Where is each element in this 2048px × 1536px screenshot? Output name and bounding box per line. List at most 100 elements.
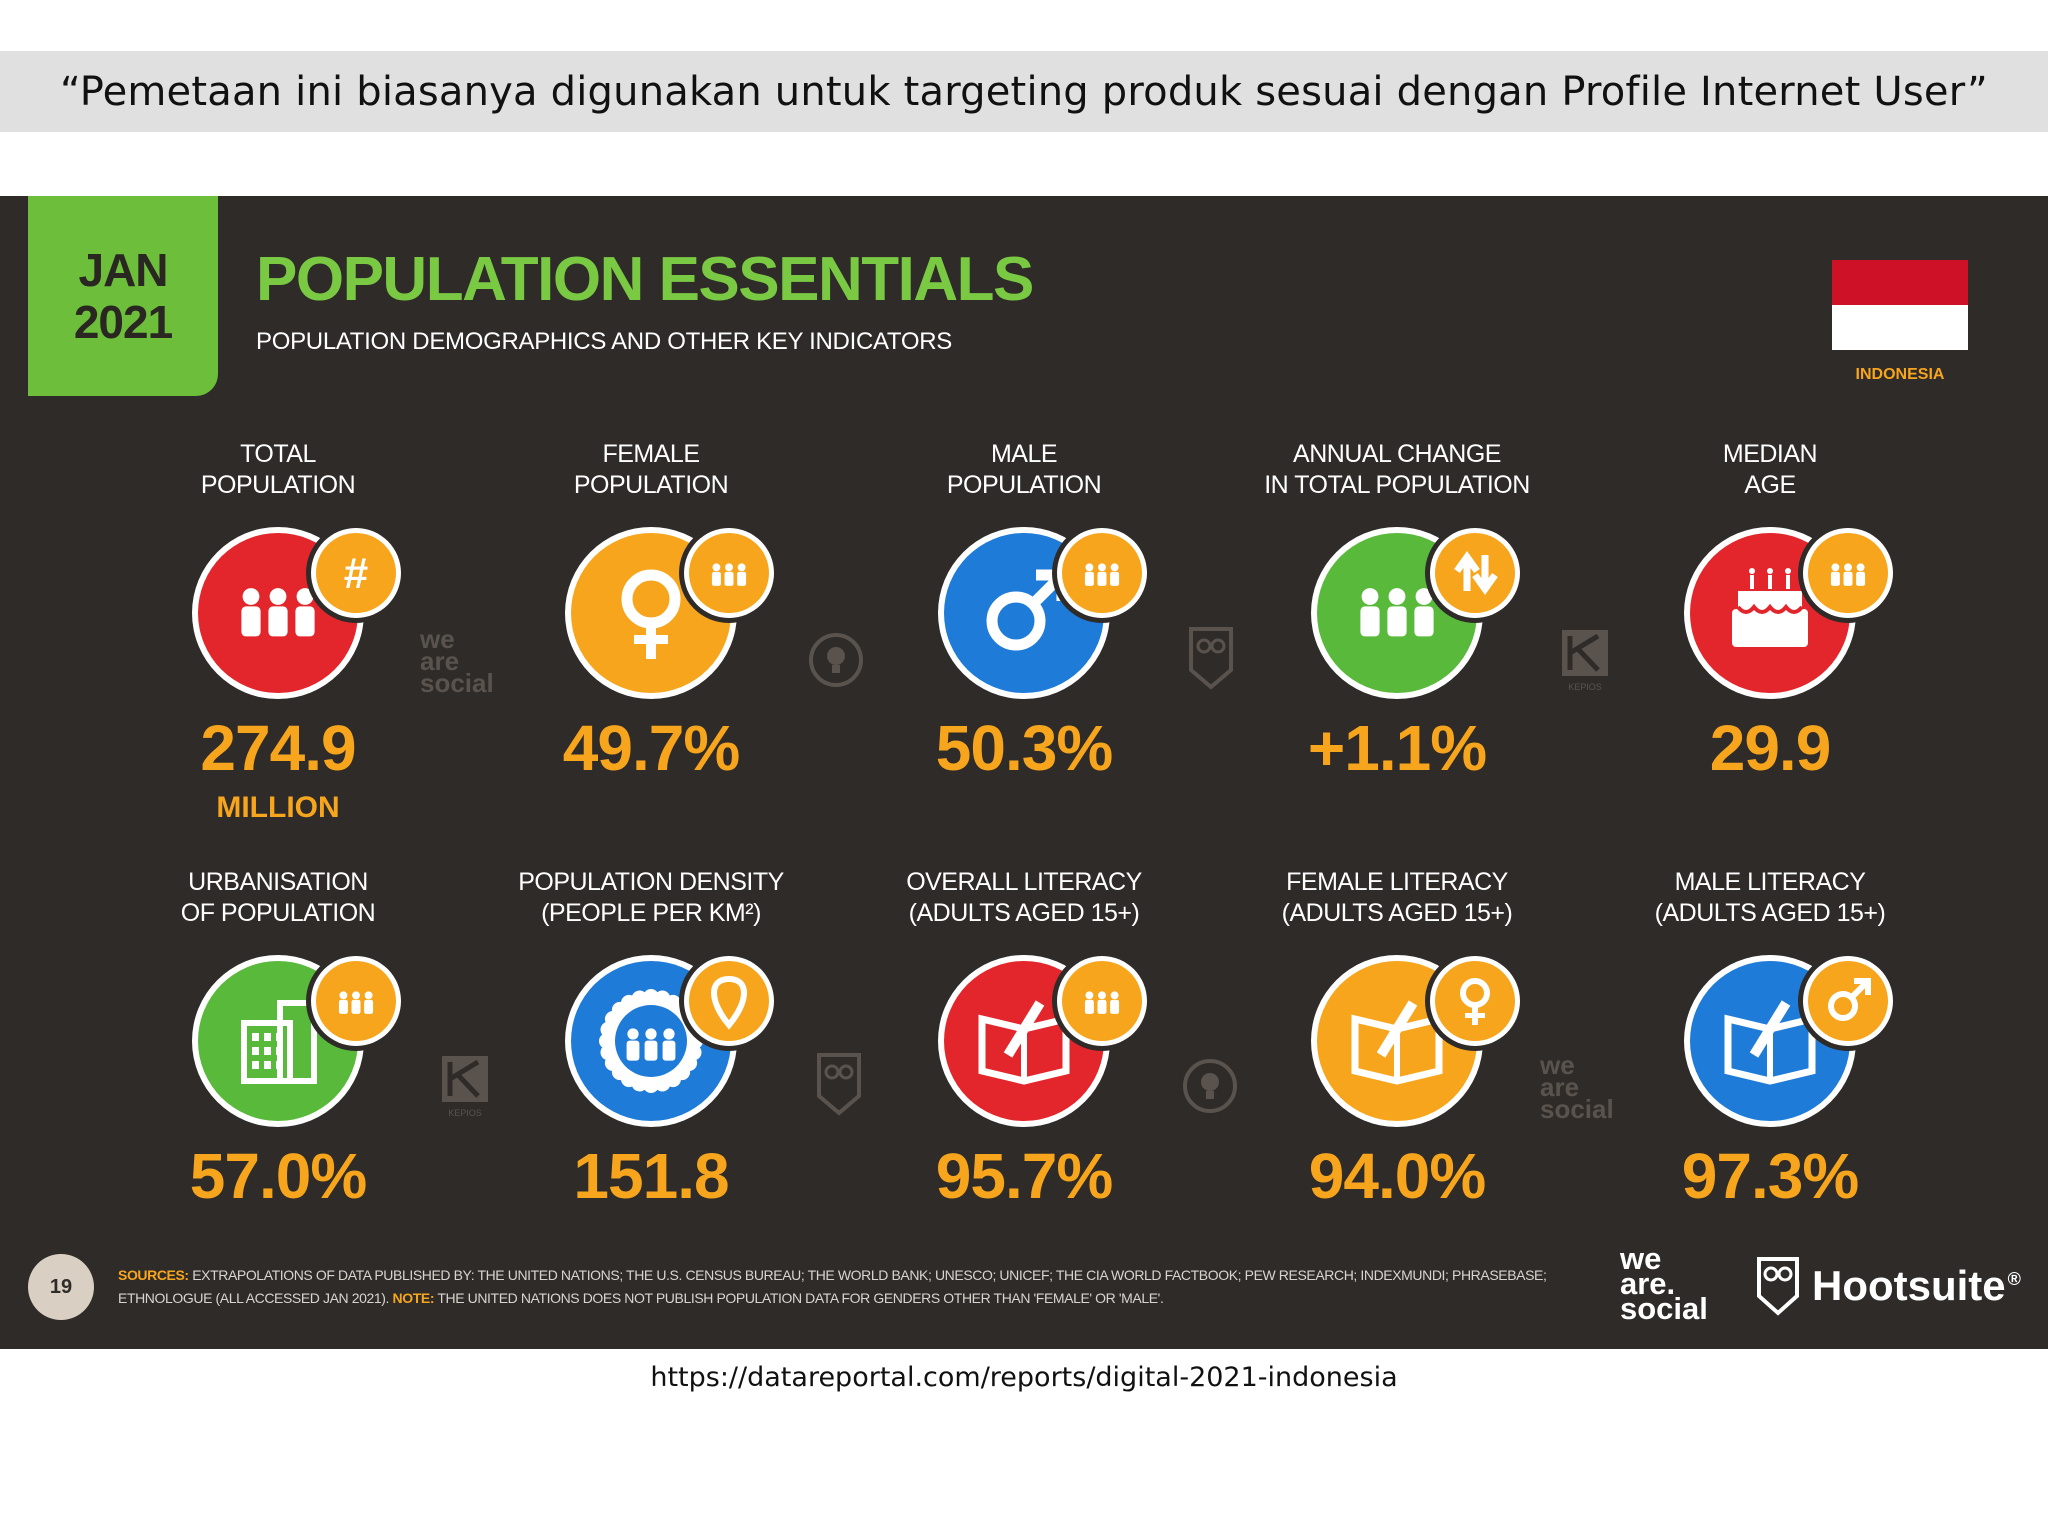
- svg-text:KEPIOS: KEPIOS: [448, 1108, 482, 1118]
- people-icon-badge: [1052, 523, 1152, 623]
- male-icon: [938, 523, 1152, 699]
- metric-label-line1: ANNUAL CHANGE: [1293, 440, 1501, 468]
- people-icon-badge: [679, 523, 779, 623]
- metric-icon: [118, 937, 438, 1137]
- metric-icon: #: [118, 509, 438, 709]
- svg-text:social: social: [1540, 1094, 1614, 1122]
- svg-text:#: #: [344, 549, 368, 598]
- metric-card-total-population: TOTAL POPULATION # 274.9 MILLION: [118, 439, 438, 825]
- metric-icon: [1237, 937, 1557, 1137]
- hootsuite-logo: Hootsuite ®: [1756, 1256, 2021, 1316]
- metric-label-line1: FEMALE LITERACY: [1286, 868, 1508, 896]
- svg-text:KEPIOS: KEPIOS: [1568, 682, 1602, 692]
- indonesia-flag-icon: [1832, 260, 1968, 350]
- people-icon-badge: [1052, 951, 1152, 1051]
- metric-icon: [864, 509, 1184, 709]
- lightbulb-watermark-icon: [808, 632, 864, 692]
- metric-label-line2: (PEOPLE PER KM²): [541, 899, 761, 927]
- metric-card-male-population: MALE POPULATION 50.3%: [864, 439, 1184, 785]
- svg-text:are: are: [420, 646, 459, 676]
- location-pin-icon-badge: [679, 951, 779, 1051]
- sources-label: SOURCES:: [118, 1267, 189, 1283]
- up-down-arrows-icon-badge: [1425, 523, 1525, 623]
- metric-label: URBANISATION OF POPULATION: [118, 867, 438, 929]
- metric-label-line2: POPULATION: [573, 471, 729, 499]
- quote-text: “Pemetaan ini biasanya digunakan untuk t…: [60, 68, 1988, 115]
- metric-icon: [1610, 509, 1930, 709]
- metric-label-line1: URBANISATION: [188, 868, 368, 896]
- metric-icon: [1237, 509, 1557, 709]
- metric-value: 49.7%: [562, 712, 740, 784]
- kepios-watermark-icon-2: KEPIOS: [440, 1054, 490, 1122]
- book-icon: [1311, 951, 1525, 1127]
- metric-label: FEMALE LITERACY (ADULTS AGED 15+): [1237, 867, 1557, 929]
- metric-value: 57.0%: [189, 1140, 367, 1212]
- note-text: THE UNITED NATIONS DOES NOT PUBLISH POPU…: [437, 1290, 1164, 1306]
- slide-title: POPULATION ESSENTIALS: [256, 245, 1034, 314]
- metric-value: 97.3%: [1681, 1140, 1859, 1212]
- metric-label-line2: (ADULTS AGED 15+): [1281, 899, 1513, 927]
- owl-icon: [1757, 1257, 1799, 1316]
- date-tab: JAN 2021: [28, 196, 218, 396]
- date-month: JAN: [78, 244, 168, 296]
- female-icon: [565, 523, 779, 699]
- metric-label-line2: (ADULTS AGED 15+): [1654, 899, 1886, 927]
- metric-value: 50.3%: [935, 712, 1113, 784]
- metric-label: ANNUAL CHANGE IN TOTAL POPULATION: [1237, 439, 1557, 501]
- people-icon: #: [192, 523, 406, 699]
- owl-watermark-icon: [1188, 626, 1234, 694]
- metric-icon: [491, 509, 811, 709]
- metric-card-female-literacy: FEMALE LITERACY (ADULTS AGED 15+) 94.0%: [1237, 867, 1557, 1213]
- svg-text:we: we: [420, 626, 455, 654]
- metric-icon: [1610, 937, 1930, 1137]
- metric-icon: [491, 937, 811, 1137]
- page-number: 19: [28, 1254, 94, 1320]
- book-icon: [1684, 951, 1898, 1127]
- female-icon-badge: [1425, 951, 1525, 1051]
- sources-note: SOURCES: EXTRAPOLATIONS OF DATA PUBLISHE…: [118, 1264, 1568, 1310]
- metric-label: MALE LITERACY (ADULTS AGED 15+): [1610, 867, 1930, 929]
- metric-label-line1: MEDIAN: [1722, 440, 1818, 468]
- metric-card-urbanisation: URBANISATION OF POPULATION 57.0%: [118, 867, 438, 1213]
- metric-label-line1: TOTAL: [240, 440, 316, 468]
- metric-card-median-age: MEDIAN AGE 29.9: [1610, 439, 1930, 785]
- date-year: 2021: [73, 296, 173, 348]
- metric-value: 95.7%: [935, 1140, 1113, 1212]
- source-url[interactable]: https://datareportal.com/reports/digital…: [650, 1362, 1398, 1393]
- hootsuite-trademark: ®: [2007, 1268, 2021, 1289]
- metric-label: MEDIAN AGE: [1610, 439, 1930, 501]
- metric-label-line2: POPULATION: [200, 471, 356, 499]
- quote-banner: “Pemetaan ini biasanya digunakan untuk t…: [0, 51, 2048, 132]
- metric-value: 274.9: [200, 712, 356, 784]
- metric-label-line2: OF POPULATION: [180, 899, 376, 927]
- svg-text:social: social: [420, 668, 494, 696]
- owl-watermark-icon-2: [816, 1052, 862, 1120]
- metric-card-male-literacy: MALE LITERACY (ADULTS AGED 15+) 97.3%: [1610, 867, 1930, 1213]
- metric-value: 151.8: [573, 1140, 729, 1212]
- metric-label: TOTAL POPULATION: [118, 439, 438, 501]
- building-icon: [192, 951, 406, 1127]
- metric-label-line2: IN TOTAL POPULATION: [1264, 471, 1530, 499]
- metric-card-annual-change: ANNUAL CHANGE IN TOTAL POPULATION +1.1%: [1237, 439, 1557, 785]
- metric-value: 94.0%: [1308, 1140, 1486, 1212]
- metric-label-line2: POPULATION: [946, 471, 1102, 499]
- metric-label: POPULATION DENSITY (PEOPLE PER KM²): [491, 867, 811, 929]
- people-icon-badge: [306, 951, 406, 1051]
- sources-text: EXTRAPOLATIONS OF DATA PUBLISHED BY: THE…: [118, 1267, 1547, 1306]
- metric-unit: MILLION: [216, 791, 340, 824]
- metric-label-line1: MALE LITERACY: [1674, 868, 1866, 896]
- metric-label-line1: OVERALL LITERACY: [906, 868, 1142, 896]
- book-icon: [938, 951, 1152, 1127]
- hootsuite-text: Hootsuite: [1812, 1262, 2006, 1309]
- we-are-social-watermark: we are social: [419, 624, 510, 700]
- metric-label: MALE POPULATION: [864, 439, 1184, 501]
- metric-value: 29.9: [1709, 712, 1832, 784]
- metric-card-female-population: FEMALE POPULATION 49.7%: [491, 439, 811, 785]
- svg-text:we: we: [1540, 1052, 1575, 1080]
- male-icon-badge: [1798, 951, 1898, 1051]
- metric-label-line2: AGE: [1744, 471, 1796, 499]
- we-are-social-logo: we are. social: [1620, 1241, 1708, 1326]
- cake-icon: [1684, 523, 1898, 699]
- metric-label-line2: (ADULTS AGED 15+): [908, 899, 1140, 927]
- slide-subtitle: POPULATION DEMOGRAPHICS AND OTHER KEY IN…: [256, 328, 952, 355]
